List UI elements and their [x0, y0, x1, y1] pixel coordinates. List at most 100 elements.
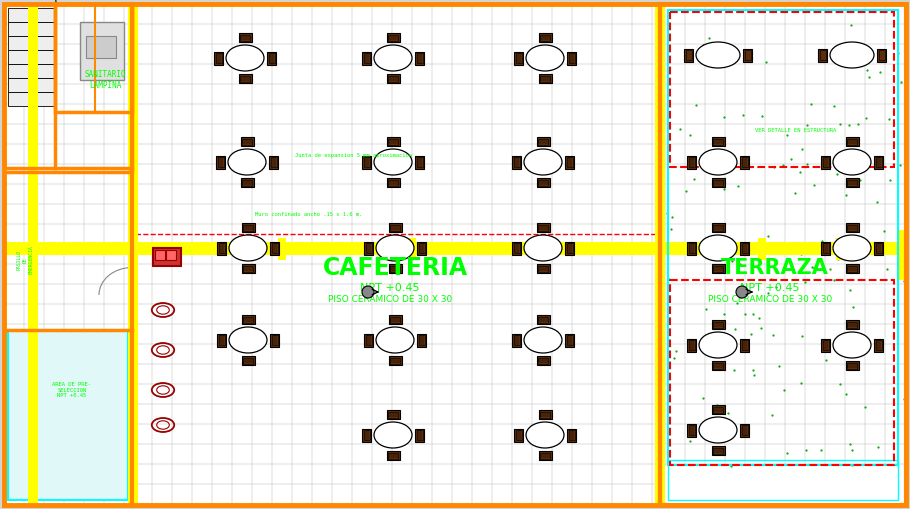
Bar: [537, 315, 550, 324]
Bar: [417, 333, 426, 347]
Bar: [565, 333, 574, 347]
Ellipse shape: [699, 149, 737, 175]
Bar: [241, 223, 255, 232]
Ellipse shape: [830, 42, 874, 68]
Bar: [269, 156, 278, 168]
Bar: [847, 322, 857, 327]
Bar: [538, 357, 548, 363]
Bar: [363, 53, 369, 63]
Bar: [689, 340, 694, 350]
Bar: [55, 4, 95, 112]
Bar: [565, 156, 574, 168]
Ellipse shape: [374, 422, 412, 448]
Bar: [713, 224, 723, 231]
Bar: [390, 266, 400, 271]
Bar: [240, 178, 254, 187]
Bar: [655, 4, 665, 459]
Bar: [744, 50, 751, 60]
Ellipse shape: [699, 417, 737, 443]
Bar: [845, 178, 858, 187]
Bar: [538, 317, 548, 323]
Bar: [537, 264, 550, 273]
Bar: [243, 266, 253, 271]
Bar: [4, 242, 655, 255]
Bar: [655, 455, 665, 505]
Bar: [8, 50, 54, 64]
Bar: [387, 74, 399, 83]
Bar: [388, 411, 398, 417]
Bar: [668, 10, 898, 465]
Ellipse shape: [229, 327, 267, 353]
Bar: [240, 75, 250, 81]
Bar: [821, 241, 830, 254]
Bar: [874, 156, 883, 168]
Bar: [132, 4, 658, 234]
Bar: [847, 224, 857, 231]
Ellipse shape: [229, 235, 267, 261]
Text: CAFETERIA: CAFETERIA: [322, 256, 468, 280]
Bar: [390, 224, 400, 231]
Bar: [539, 451, 551, 460]
Bar: [875, 243, 882, 253]
Bar: [845, 223, 858, 232]
Text: AREA DE PRE-
SELECCION
NPT +0.45: AREA DE PRE- SELECCION NPT +0.45: [53, 382, 92, 399]
Bar: [687, 241, 696, 254]
Bar: [217, 333, 226, 347]
Bar: [267, 51, 276, 65]
Bar: [847, 180, 857, 185]
Bar: [362, 51, 371, 65]
Bar: [539, 74, 551, 83]
Bar: [740, 156, 749, 168]
Bar: [713, 362, 723, 369]
Bar: [742, 425, 747, 435]
Bar: [712, 223, 724, 232]
Bar: [567, 335, 572, 345]
Bar: [823, 157, 828, 167]
Bar: [712, 137, 724, 146]
Bar: [8, 64, 54, 78]
Bar: [388, 75, 398, 81]
Bar: [540, 75, 550, 81]
Bar: [387, 451, 399, 460]
Bar: [537, 178, 550, 187]
Bar: [8, 78, 54, 92]
Bar: [818, 48, 827, 62]
Bar: [155, 250, 165, 260]
Bar: [366, 243, 371, 253]
Bar: [415, 156, 424, 168]
Bar: [513, 335, 520, 345]
Bar: [389, 223, 401, 232]
Bar: [4, 4, 132, 172]
Bar: [363, 430, 369, 440]
Bar: [238, 74, 251, 83]
Bar: [821, 156, 830, 168]
Bar: [712, 405, 724, 414]
Bar: [689, 157, 694, 167]
Bar: [243, 357, 253, 363]
Bar: [271, 243, 278, 253]
Bar: [243, 224, 253, 231]
Bar: [388, 453, 398, 459]
Bar: [218, 243, 225, 253]
Bar: [214, 51, 223, 65]
Ellipse shape: [526, 45, 564, 71]
Bar: [8, 36, 54, 50]
Bar: [538, 266, 548, 271]
Bar: [241, 264, 255, 273]
Ellipse shape: [699, 235, 737, 261]
Bar: [660, 4, 906, 505]
Bar: [128, 4, 138, 505]
Bar: [845, 361, 858, 370]
Ellipse shape: [833, 149, 871, 175]
Bar: [538, 224, 548, 231]
Bar: [878, 50, 885, 60]
Bar: [712, 264, 724, 273]
Bar: [845, 137, 858, 146]
Text: TERRAZA: TERRAZA: [721, 258, 829, 278]
Ellipse shape: [833, 235, 871, 261]
Text: SANITARIO
LAMPIÑA: SANITARIO LAMPIÑA: [85, 70, 126, 90]
Bar: [28, 4, 38, 505]
Bar: [417, 53, 422, 63]
Bar: [758, 238, 766, 260]
Bar: [565, 241, 574, 254]
